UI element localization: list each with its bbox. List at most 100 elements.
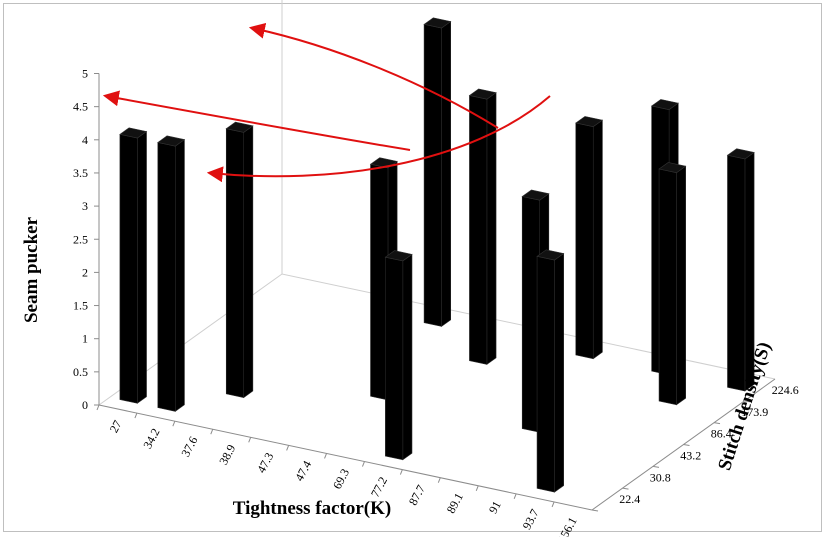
- bar-side-face: [402, 253, 413, 461]
- annotation-arrow: [102, 90, 411, 151]
- y-tick-label: 2.5: [73, 232, 88, 246]
- bar-side-face: [676, 165, 686, 406]
- x-tick-mark: [286, 445, 290, 451]
- depth-tick-label: 224.6: [772, 383, 799, 397]
- depth-tick-mark: [591, 509, 599, 512]
- bar: [225, 121, 254, 399]
- bar-side-face: [243, 125, 254, 399]
- bar-top-face: [119, 127, 148, 139]
- bar: [157, 135, 186, 412]
- x-tick-label: 38.9: [216, 442, 238, 467]
- x-tick-mark: [210, 429, 214, 435]
- bar-top-face: [225, 121, 254, 133]
- x-tick-label: 27: [107, 418, 125, 435]
- y-tick-label: 1.5: [73, 299, 88, 313]
- x-axis-line: [98, 404, 593, 511]
- x-tick-label: 69.3: [330, 466, 352, 491]
- bar-front-face: [658, 168, 677, 406]
- depth-tick-label: 173.9: [741, 405, 768, 419]
- x-tick-mark: [475, 485, 479, 491]
- x-tick-mark: [172, 420, 176, 427]
- depth-tick-mark: [713, 422, 721, 425]
- bar-top-face: [658, 162, 687, 174]
- y-tick-label: 0.5: [73, 365, 88, 379]
- x-tick-mark: [324, 453, 328, 459]
- bar-top-face: [384, 250, 413, 262]
- y-axis-title: Seam pucker: [21, 216, 42, 323]
- bar: [119, 127, 148, 404]
- y-tick-label: 2: [82, 265, 88, 279]
- bar-series: [119, 17, 755, 493]
- x-tick-mark: [399, 469, 403, 475]
- x-tick-mark: [437, 477, 441, 483]
- x-axis-title: Tightness factor(K): [233, 498, 392, 519]
- bar-top-face: [575, 116, 604, 127]
- bar-front-face: [727, 154, 746, 392]
- x-tick-label: 77.2: [368, 474, 390, 499]
- depth-axis-ticks: 22.4 30.8 43.2 86.4 173.9 224.6: [591, 383, 799, 512]
- bar: [536, 249, 565, 493]
- depth-tick-mark: [744, 400, 751, 403]
- bar-front-face: [157, 142, 176, 412]
- bar: [468, 88, 497, 365]
- bar-side-face: [137, 130, 147, 404]
- bar: [726, 148, 755, 392]
- bar-top-face: [468, 88, 497, 100]
- annotation-arrow: [206, 95, 551, 183]
- bar-top-face: [536, 249, 565, 261]
- x-tick-mark: [513, 493, 517, 500]
- bar-top-face: [521, 189, 550, 201]
- bar-front-face: [119, 133, 138, 404]
- x-tick-label: 47.3: [254, 450, 276, 475]
- depth-tick-mark: [652, 465, 660, 468]
- annotation-arrow: [248, 22, 499, 129]
- x-tick-label: 89.1: [444, 491, 466, 516]
- x-tick-label: 34.2: [140, 426, 162, 451]
- y-tick-label: 0: [82, 398, 88, 412]
- depth-tick-mark: [683, 444, 690, 446]
- bar-front-face: [385, 256, 404, 461]
- bar-top-face: [726, 148, 755, 160]
- bar-front-face: [575, 122, 594, 360]
- bar-front-face: [225, 128, 245, 398]
- depth-tick-label: 30.8: [650, 470, 671, 484]
- x-tick-label: 87.7: [406, 482, 428, 507]
- bar-side-face: [554, 252, 564, 493]
- y-tick-label: 4.5: [73, 100, 88, 114]
- x-tick-label: 47.4: [292, 458, 314, 483]
- bar: [423, 17, 452, 327]
- x-tick-mark: [248, 437, 252, 443]
- y-tick-label: 4: [82, 133, 88, 147]
- bar: [658, 162, 687, 406]
- x-tick-mark: [96, 404, 100, 411]
- x-tick-label: 91: [486, 499, 504, 516]
- bar-side-face: [174, 138, 185, 412]
- x-tick-mark: [134, 412, 138, 419]
- x-tick-label: 37.6: [178, 434, 200, 459]
- x-tick-mark: [551, 501, 555, 508]
- bar-side-face: [592, 119, 603, 360]
- bar-top-face: [650, 99, 679, 110]
- y-tick-label: 3.5: [73, 166, 88, 180]
- depth-tick-label: 43.2: [680, 448, 701, 462]
- bar-side-face: [441, 20, 452, 327]
- y-tick-label: 5: [82, 67, 88, 81]
- bar-front-face: [423, 23, 442, 327]
- bar: [575, 116, 604, 360]
- bar-top-face: [423, 17, 452, 29]
- x-tick-label: 156.1: [555, 515, 580, 537]
- bar-front-face: [536, 255, 555, 493]
- annotation-arrows: [102, 22, 551, 183]
- depth-tick-label: 86.4: [711, 427, 732, 441]
- bar: [384, 250, 413, 461]
- y-tick-label: 1: [82, 332, 88, 346]
- x-tick-label: 93.7: [520, 507, 542, 532]
- bar-front-face: [469, 95, 488, 365]
- y-axis-ticks: 0 0.5 1 1.5 2 2.5 3 3.5 4 4.5 5: [73, 67, 99, 412]
- depth-tick-mark: [622, 487, 629, 490]
- y-tick-label: 3: [82, 199, 88, 213]
- x-tick-mark: [361, 461, 365, 467]
- depth-tick-label: 22.4: [619, 492, 640, 506]
- bar-top-face: [157, 135, 186, 147]
